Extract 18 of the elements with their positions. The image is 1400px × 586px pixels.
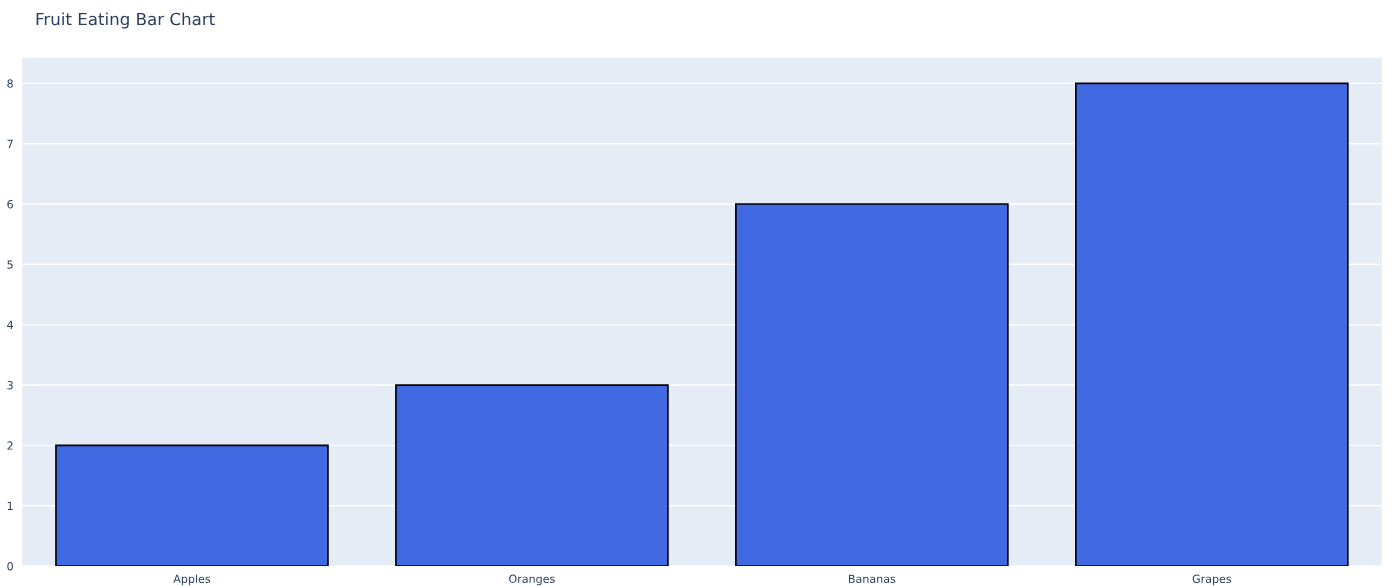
y-tick-label: 4 [7,320,14,329]
bar [735,203,1009,567]
y-tick-label: 0 [7,562,13,571]
x-tick-label: Bananas [849,574,896,584]
bar [1075,82,1349,567]
bar [55,444,329,567]
x-tick-label: Grapes [1192,574,1232,586]
y-tick-label: 8 [7,79,13,88]
bar [395,384,669,567]
x-tick-label: Apples [173,574,211,586]
y-tick-label: 3 [7,381,13,390]
y-tick-label: 1 [7,501,13,510]
y-tick-label: 5 [7,260,13,269]
chart-title: Fruit Eating Bar Chart [36,12,215,29]
x-tick-label: Oranges [509,574,555,586]
y-tick-label: 7 [7,139,13,148]
y-tick-label: 6 [7,200,13,209]
y-tick-label: 2 [7,441,13,450]
